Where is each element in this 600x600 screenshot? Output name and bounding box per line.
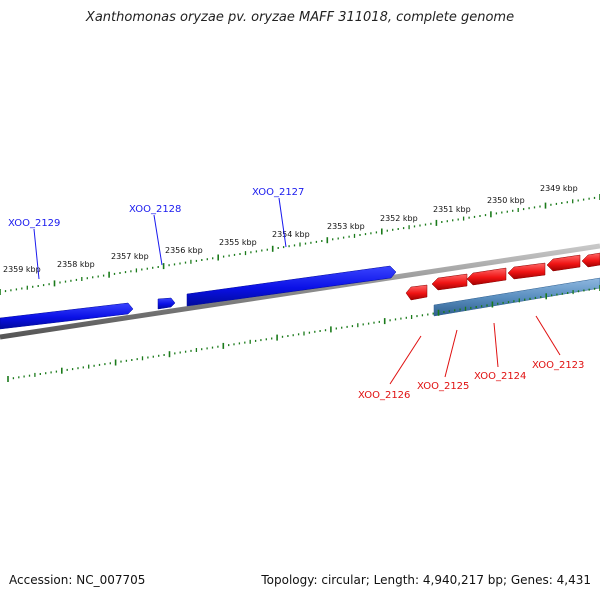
gene-label-xoo-2123[interactable]: XOO_2123: [532, 360, 584, 371]
scale-label: 2349 kbp: [540, 184, 578, 193]
scale-label: 2353 kbp: [327, 222, 365, 231]
scale-label: 2359 kbp: [3, 265, 41, 274]
gene-arrow-xoo-2125[interactable]: [431, 273, 468, 291]
gene-label-xoo-2127[interactable]: XOO_2127: [252, 187, 304, 198]
leader-line-xoo-2125: [444, 329, 458, 378]
leader-line-xoo-2123: [535, 315, 561, 356]
gene-label-xoo-2125[interactable]: XOO_2125: [417, 381, 469, 392]
scale-ticks-upper: [0, 194, 600, 295]
scale-label: 2352 kbp: [380, 214, 418, 223]
gene-label-xoo-2126[interactable]: XOO_2126: [358, 390, 410, 401]
leader-line-xoo-2127: [278, 197, 287, 248]
accession-text: Accession: NC_007705: [9, 573, 146, 587]
gene-arrow-next-red-1[interactable]: [546, 254, 581, 272]
gene-arrow-xoo-2126[interactable]: [405, 284, 428, 301]
genome-backbone: [0, 243, 600, 340]
reverse-strand-highlight-band: [433, 277, 600, 317]
leader-line-xoo-2128: [153, 214, 163, 266]
scale-label: 2351 kbp: [433, 205, 471, 214]
gene-label-xoo-2124[interactable]: XOO_2124: [474, 371, 526, 382]
gene-arrow-next-red-2[interactable]: [581, 252, 600, 268]
scale-label: 2355 kbp: [219, 238, 257, 247]
scale-label: 2354 kbp: [272, 230, 310, 239]
scale-label: 2356 kbp: [165, 246, 203, 255]
leader-line-xoo-2129: [33, 228, 40, 280]
gene-arrow-xoo-2129[interactable]: [0, 302, 134, 330]
scale-label: 2357 kbp: [111, 252, 149, 261]
gene-arrow-xoo-2124[interactable]: [466, 267, 507, 286]
gene-arrow-xoo-2128[interactable]: [157, 297, 176, 310]
gene-arrow-xoo-2123[interactable]: [507, 262, 546, 280]
gene-label-xoo-2128[interactable]: XOO_2128: [129, 204, 181, 215]
leader-line-xoo-2124: [493, 322, 499, 368]
leader-line-xoo-2126: [389, 335, 422, 385]
gene-label-xoo-2129[interactable]: XOO_2129: [8, 218, 60, 229]
map-title: Xanthomonas oryzae pv. oryzae MAFF 31101…: [85, 10, 515, 25]
scale-label: 2350 kbp: [487, 196, 525, 205]
scale-ticks-lower: [7, 285, 600, 382]
gene-arrow-xoo-2127[interactable]: [186, 265, 397, 307]
scale-label: 2358 kbp: [57, 260, 95, 269]
genome-summary-text: Topology: circular; Length: 4,940,217 bp…: [261, 573, 591, 587]
